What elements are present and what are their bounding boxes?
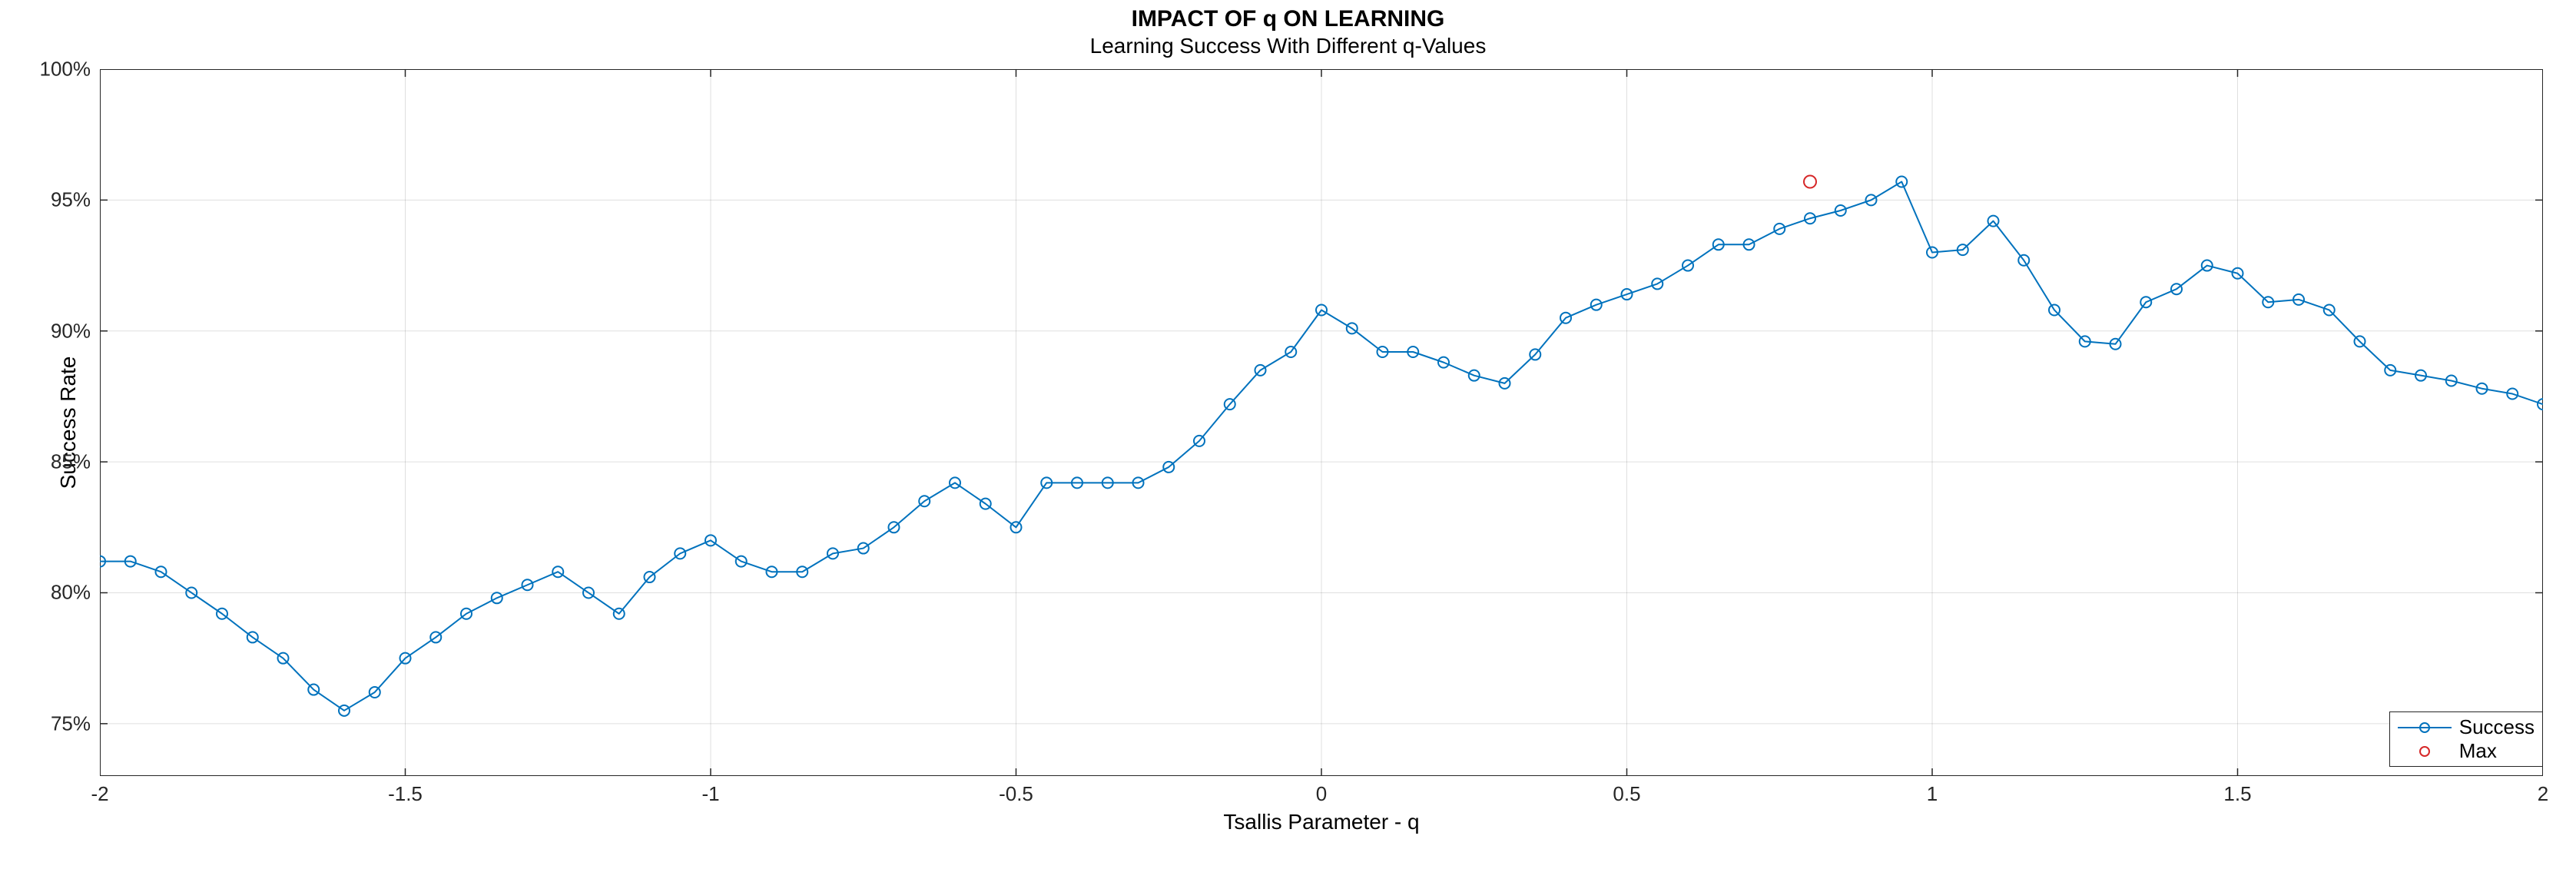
legend-label-success: Success: [2459, 715, 2535, 739]
y-tick-label: 75%: [51, 711, 91, 735]
chart-subtitle: Learning Success With Different q-Values: [0, 34, 2576, 58]
x-tick-label: 1: [1927, 782, 1938, 806]
y-tick-label: 100%: [40, 58, 91, 81]
x-axis-label: Tsallis Parameter - q: [1223, 810, 1419, 834]
legend-label-max: Max: [2459, 739, 2497, 763]
legend-sample-success: [2398, 720, 2452, 735]
x-tick-label: 2: [2538, 782, 2548, 806]
plot-svg: [100, 69, 2543, 776]
x-tick-label: -1: [701, 782, 719, 806]
plot-area: [100, 69, 2543, 776]
x-tick-label: 1.5: [2223, 782, 2251, 806]
x-tick-label: 0: [1316, 782, 1327, 806]
y-tick-label: 95%: [51, 188, 91, 212]
x-tick-label: -0.5: [999, 782, 1033, 806]
y-tick-label: 80%: [51, 581, 91, 605]
chart-container: IMPACT OF q ON LEARNING Learning Success…: [0, 0, 2576, 869]
titles-block: IMPACT OF q ON LEARNING Learning Success…: [0, 6, 2576, 58]
x-tick-label: 0.5: [1613, 782, 1640, 806]
y-tick-label: 90%: [51, 319, 91, 343]
legend-row-success: Success: [2398, 715, 2535, 739]
y-tick-label: 85%: [51, 450, 91, 474]
x-tick-label: -2: [91, 782, 108, 806]
chart-title: IMPACT OF q ON LEARNING: [0, 6, 2576, 32]
legend-box: Success Max: [2389, 711, 2543, 767]
x-tick-label: -1.5: [388, 782, 423, 806]
legend-row-max: Max: [2398, 739, 2535, 763]
legend-sample-max: [2398, 744, 2452, 759]
